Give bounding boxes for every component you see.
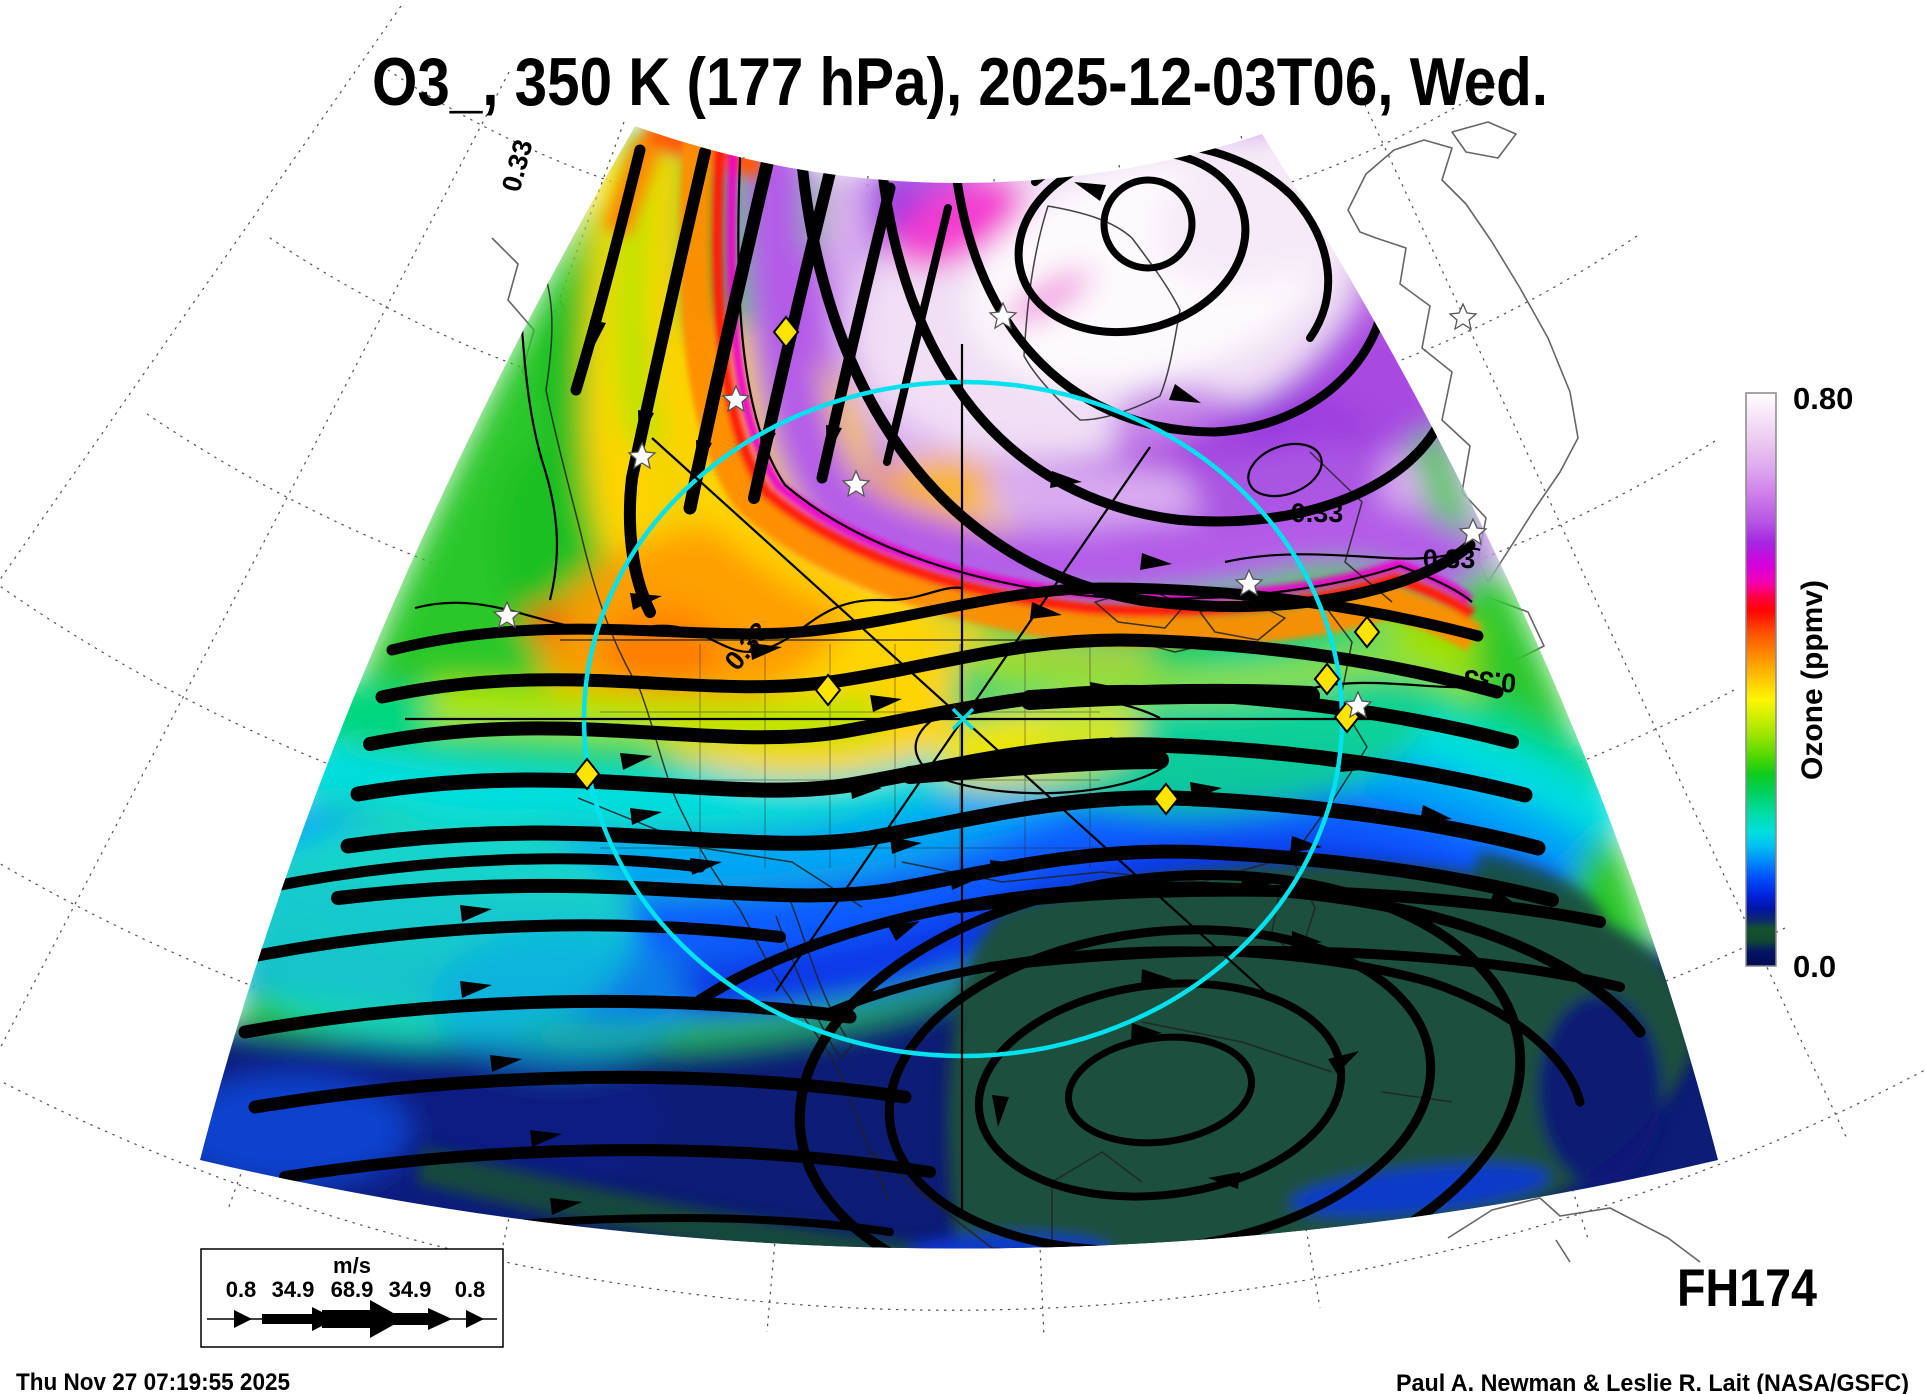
svg-text:O3_, 350 K (177 hPa), 2025-12-: O3_, 350 K (177 hPa), 2025-12-03T06, Wed… (372, 44, 1548, 120)
svg-text:Paul A. Newman & Leslie R. Lai: Paul A. Newman & Leslie R. Lait (NASA/GS… (1396, 1370, 1909, 1394)
svg-text:0.33: 0.33 (1462, 664, 1517, 698)
svg-text:68.9: 68.9 (331, 1277, 374, 1302)
svg-text:FH174: FH174 (1677, 1259, 1817, 1318)
svg-text:0.33: 0.33 (1291, 498, 1344, 528)
svg-text:0.33: 0.33 (1423, 544, 1476, 574)
svg-text:34.9: 34.9 (272, 1277, 315, 1302)
svg-text:Ozone (ppmv): Ozone (ppmv) (1796, 580, 1829, 780)
svg-text:m/s: m/s (333, 1253, 371, 1278)
svg-text:0.0: 0.0 (1793, 949, 1836, 984)
svg-text:34.9: 34.9 (389, 1277, 432, 1302)
svg-text:0.80: 0.80 (1793, 381, 1853, 416)
svg-text:0.8: 0.8 (455, 1277, 486, 1302)
svg-text:0.8: 0.8 (226, 1277, 257, 1302)
svg-text:Thu Nov 27 07:19:55 2025: Thu Nov 27 07:19:55 2025 (16, 1369, 290, 1394)
